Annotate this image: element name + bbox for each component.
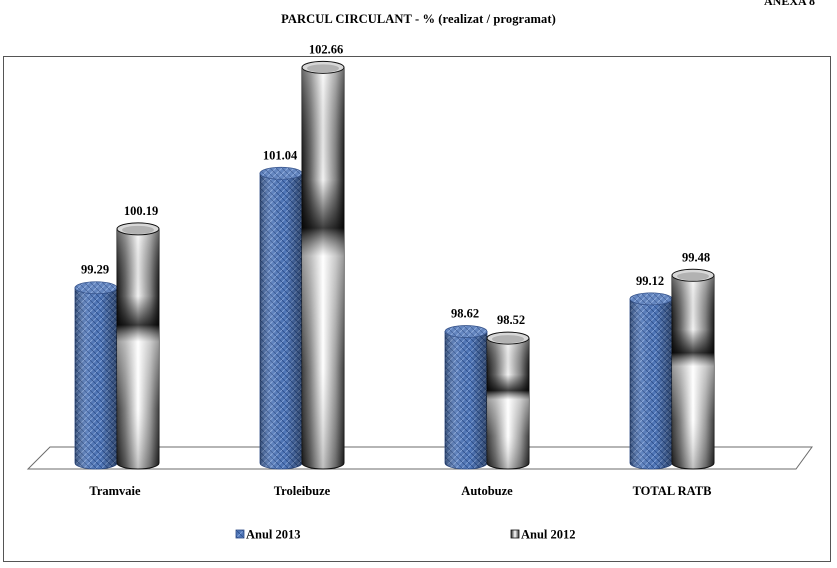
category-label-troleibuze: Troleibuze bbox=[274, 484, 331, 498]
value-labels-layer: 99.29 100.19 101.04 102.66 98.62 98.52 99.12 99… bbox=[81, 42, 710, 327]
legend-label-anul-2012: Anul 2012 bbox=[521, 528, 576, 542]
legend-swatch-anul-2012 bbox=[510, 529, 520, 539]
legend-item-anul-2012: Anul 2012 bbox=[510, 528, 576, 542]
bar-anul-2013-tramvaie bbox=[74, 281, 118, 470]
annex-label: ANEXA 8 bbox=[763, 0, 815, 8]
category-label-autobuze: Autobuze bbox=[461, 484, 513, 498]
value-label-anul-2012-total-ratb: 99.48 bbox=[682, 250, 710, 264]
chart-floor bbox=[26, 446, 813, 470]
legend-item-anul-2013: Anul 2013 bbox=[235, 528, 301, 542]
value-label-anul-2013-autobuze: 98.62 bbox=[451, 307, 479, 321]
page-title: PARCUL CIRCULANT - % (realizat / program… bbox=[281, 12, 556, 26]
bar-anul-2012-troleibuze bbox=[301, 60, 345, 470]
value-label-anul-2012-troleibuze: 102.66 bbox=[309, 42, 343, 56]
legend: Anul 2013 Anul 2012 bbox=[235, 528, 576, 542]
value-label-anul-2012-autobuze: 98.52 bbox=[497, 313, 525, 327]
bar-anul-2013-autobuze bbox=[444, 325, 488, 470]
bars-layer bbox=[74, 60, 715, 470]
value-label-anul-2013-tramvaie: 99.29 bbox=[81, 263, 109, 277]
value-label-anul-2013-total-ratb: 99.12 bbox=[636, 274, 664, 288]
value-label-anul-2012-tramvaie: 100.19 bbox=[124, 204, 158, 218]
bar-anul-2013-total-ratb bbox=[629, 292, 673, 470]
category-label-tramvaie: Tramvaie bbox=[89, 484, 141, 498]
bar-anul-2012-autobuze bbox=[486, 331, 530, 470]
bar-anul-2013-troleibuze bbox=[259, 166, 303, 470]
legend-label-anul-2013: Anul 2013 bbox=[246, 528, 301, 542]
legend-swatch-anul-2013 bbox=[235, 529, 245, 539]
category-labels-layer: Tramvaie Troleibuze Autobuze TOTAL RATB bbox=[89, 484, 711, 498]
bar-anul-2012-total-ratb bbox=[671, 268, 715, 470]
bar-anul-2012-tramvaie bbox=[116, 222, 160, 470]
category-label-total-ratb: TOTAL RATB bbox=[633, 484, 712, 498]
value-label-anul-2013-troleibuze: 101.04 bbox=[263, 148, 298, 162]
